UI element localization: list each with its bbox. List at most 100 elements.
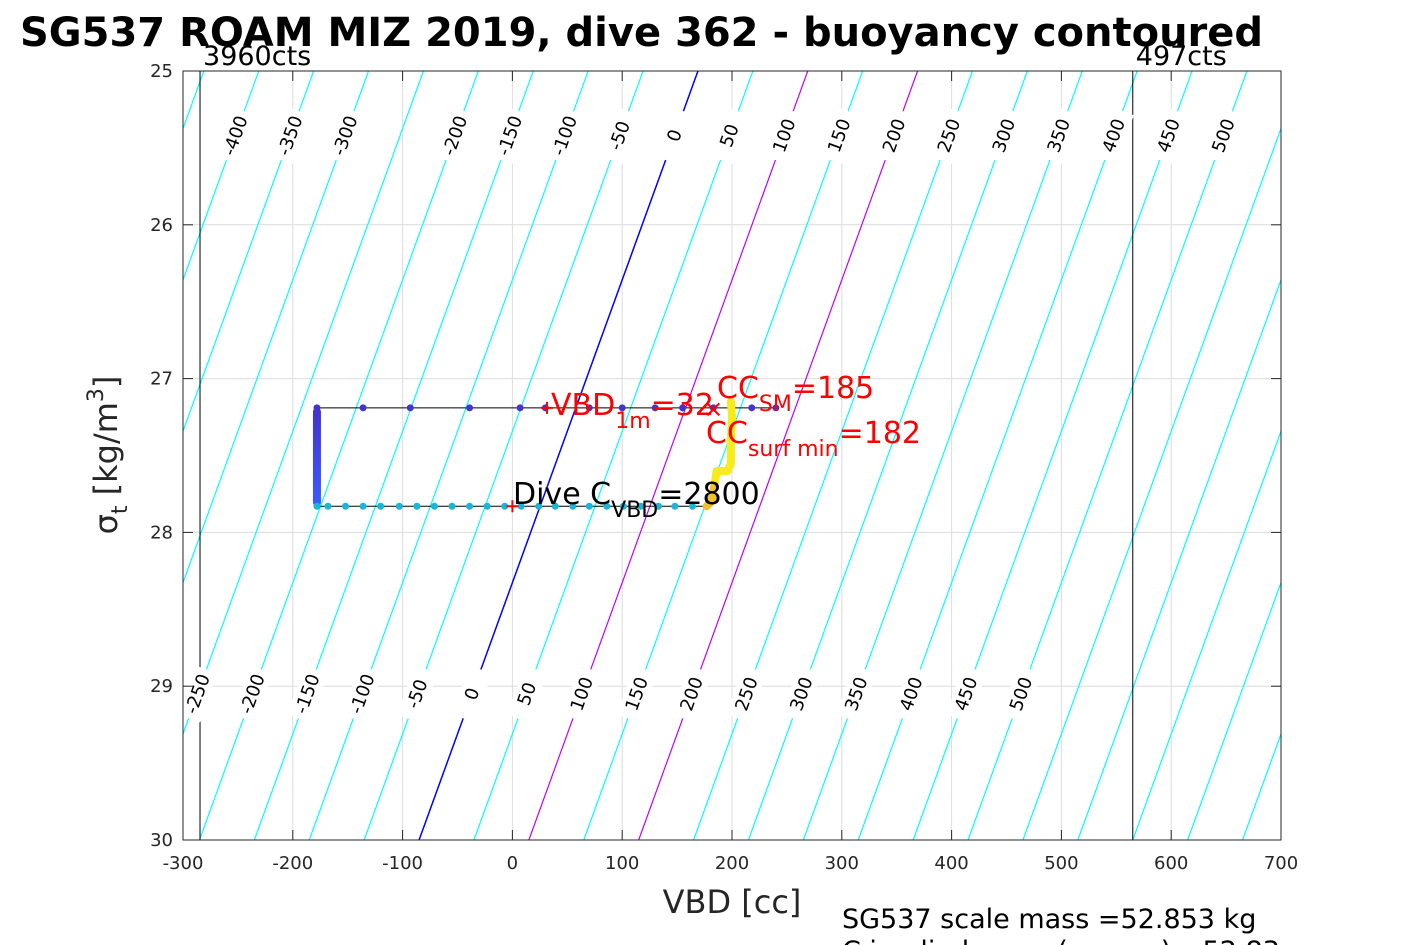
y-label-sub: t xyxy=(108,505,133,514)
contour-label-bg xyxy=(434,107,476,165)
contour-label-bg xyxy=(342,665,383,723)
contour-label-bg xyxy=(616,665,657,723)
contour-label-bg xyxy=(599,107,640,165)
contour-line--350 xyxy=(183,71,315,434)
x-axis-ticks: -300 -200 -100 0 100 200 300 400 500 600 700 xyxy=(163,71,1298,874)
grid-lines xyxy=(183,71,1281,840)
bottom-point xyxy=(448,502,456,510)
y-tick-label: 29 xyxy=(150,676,173,697)
descent-point xyxy=(618,404,626,412)
contour-label-bg xyxy=(451,665,493,723)
contour-label-bg xyxy=(544,107,585,165)
vertical-points xyxy=(312,407,321,507)
contour-line--400 xyxy=(183,71,260,282)
y-tick-label: 28 xyxy=(150,522,173,543)
contour-label-bg xyxy=(891,665,932,723)
contour-label-bg xyxy=(287,665,328,723)
y-tick-label: 27 xyxy=(150,369,173,390)
bottom-point xyxy=(413,502,421,510)
contour-line-550 xyxy=(1022,126,1281,840)
contour-label-bg xyxy=(1203,107,1244,165)
contour-label-bg xyxy=(1000,665,1042,723)
descent-point xyxy=(406,404,414,412)
contour-label-bg xyxy=(726,665,767,723)
descent-point xyxy=(709,404,717,412)
y-axis-ticks: 25 26 27 28 29 30 xyxy=(150,61,1281,851)
contour-label-bg xyxy=(324,107,366,165)
vbd-limit-labels: 3960cts 497cts xyxy=(203,41,1227,72)
x-axis-label: VBD [cc] xyxy=(663,883,802,921)
bottom-point xyxy=(501,502,509,510)
contour-label-bg xyxy=(561,665,603,723)
contour-label-bg xyxy=(781,665,822,723)
contour-label-bg xyxy=(873,107,915,165)
chart-title: SG537 ROAM MIZ 2019, dive 362 - buoyancy… xyxy=(20,10,1263,56)
y-tick-label: 25 xyxy=(150,61,173,82)
x-tick-label: 100 xyxy=(605,853,639,874)
bottom-point xyxy=(377,502,385,510)
contour-line-650 xyxy=(1132,429,1281,840)
contour-line--300 xyxy=(183,71,370,585)
bottom-point xyxy=(395,502,403,510)
contour-line-800 xyxy=(1297,71,1417,840)
bottom-point xyxy=(551,502,559,510)
contour-label-bg xyxy=(928,107,970,165)
contour-label-bg xyxy=(270,107,311,165)
contour-line-850 xyxy=(1352,71,1417,840)
contour-label-bg xyxy=(506,665,548,723)
footer-implied-mass: C implied mass (approx) =52.83 xyxy=(842,936,1280,945)
marker-vbd-1m xyxy=(540,401,553,414)
descent-point xyxy=(772,404,780,412)
y-label-close: ] xyxy=(87,376,125,388)
contour-label-bg xyxy=(819,107,860,165)
vbd-limit-label: 3960cts xyxy=(203,41,311,72)
marker-cc-sm xyxy=(706,402,721,417)
y-label-sup: 3 xyxy=(84,388,109,402)
y-tick-label: 26 xyxy=(150,215,173,236)
contour-label-bg xyxy=(232,665,273,723)
descent-point xyxy=(516,404,524,412)
descent-point xyxy=(466,404,474,412)
x-tick-label: 500 xyxy=(1044,853,1078,874)
annotation-dive-c-vbd: Dive CVBD=2800 xyxy=(513,477,760,523)
annotation-cc-sm: CCSM=185 xyxy=(717,371,874,417)
bottom-point xyxy=(313,502,321,510)
x-tick-label: 700 xyxy=(1264,853,1298,874)
y-tick-label: 30 xyxy=(150,830,173,851)
bottom-point xyxy=(359,502,367,510)
bottom-point xyxy=(603,502,611,510)
bottom-point xyxy=(324,502,332,510)
descent-point xyxy=(313,404,321,412)
contour-label-bg xyxy=(1148,107,1189,165)
descent-point xyxy=(679,404,687,412)
descent-point xyxy=(748,404,756,412)
x-tick-label: -200 xyxy=(272,853,313,874)
contour-label-bg xyxy=(654,107,695,165)
bottom-point xyxy=(342,502,350,510)
bottom-point xyxy=(619,502,627,510)
bottom-point xyxy=(569,502,577,510)
descent-point xyxy=(651,404,659,412)
x-tick-label: 300 xyxy=(825,853,859,874)
bottom-point xyxy=(654,502,662,510)
vbd-limit-label: 497cts xyxy=(1136,41,1227,72)
bottom-point xyxy=(688,502,696,510)
svg-text:σt [kg/m3]: σt [kg/m3] xyxy=(84,376,133,535)
annotation-vbd-1m: VBD1m=32 xyxy=(551,388,714,434)
x-tick-label: 0 xyxy=(507,853,518,874)
contour-label-bg xyxy=(397,665,438,723)
contour-line-900 xyxy=(1407,71,1417,840)
y-label-sigma: σ xyxy=(87,514,125,534)
contour-label-bg xyxy=(215,107,256,165)
x-tick-label: -300 xyxy=(163,853,204,874)
bottom-point xyxy=(535,502,543,510)
descent-point xyxy=(359,404,367,412)
contour-line-600 xyxy=(1077,278,1281,840)
contour-label-bg xyxy=(177,665,218,723)
markers xyxy=(506,401,721,513)
bottom-point xyxy=(483,502,491,510)
bottom-point xyxy=(517,502,525,510)
x-tick-label: 200 xyxy=(715,853,749,874)
footer-scale-mass: SG537 scale mass =52.853 kg xyxy=(842,904,1256,935)
